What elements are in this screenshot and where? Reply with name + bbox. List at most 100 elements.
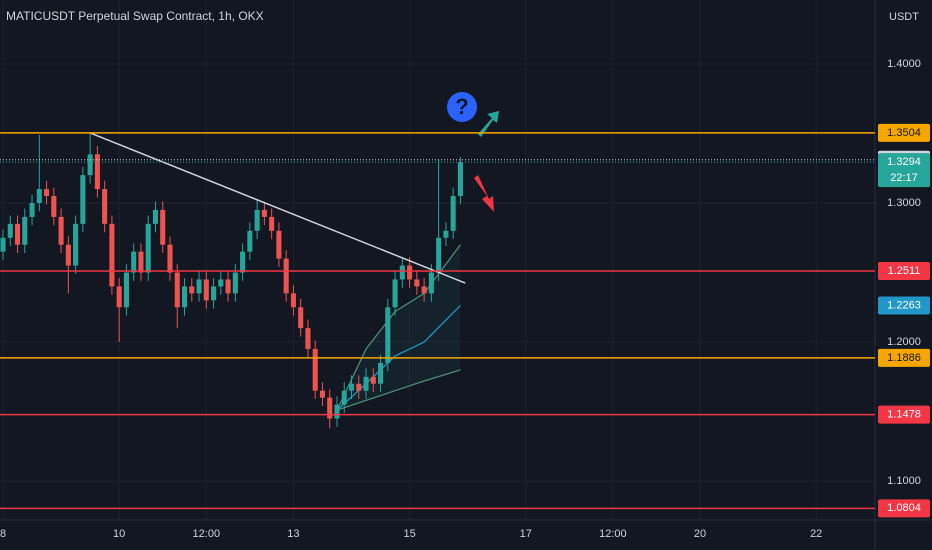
level-label-box bbox=[878, 153, 930, 188]
candle-body bbox=[240, 251, 246, 273]
candle-body bbox=[305, 328, 311, 349]
candle-body bbox=[247, 230, 253, 252]
candle-body bbox=[254, 209, 260, 231]
band-line bbox=[336, 369, 461, 411]
candle-body bbox=[109, 223, 115, 287]
candle-body bbox=[36, 189, 42, 203]
x-tick-label: 12:00 bbox=[599, 528, 627, 540]
trendline bbox=[89, 132, 466, 284]
candle-body bbox=[378, 362, 384, 384]
x-tick-label: 22 bbox=[810, 528, 822, 540]
candle-body bbox=[225, 279, 231, 294]
candle-body bbox=[399, 265, 405, 280]
candle-body bbox=[102, 189, 108, 224]
candle-body bbox=[436, 237, 442, 273]
level-label: 1.1478 bbox=[887, 409, 921, 421]
candle-body bbox=[145, 223, 151, 273]
candle-body bbox=[87, 154, 93, 176]
level-label-box bbox=[878, 348, 930, 367]
chart-title: MATICUSDT Perpetual Swap Contract, 1h, O… bbox=[6, 9, 264, 23]
y-tick-label: 1.4000 bbox=[887, 58, 921, 70]
candle-body bbox=[196, 279, 202, 294]
candle-body bbox=[7, 223, 13, 238]
candle-body bbox=[298, 307, 304, 329]
candle-body bbox=[174, 272, 180, 308]
candle-body bbox=[443, 230, 449, 238]
candle-body bbox=[58, 216, 64, 245]
level-label-box bbox=[878, 296, 930, 315]
candle-body bbox=[276, 230, 282, 259]
level-label-box bbox=[878, 261, 930, 280]
x-tick-label: 13 bbox=[287, 528, 299, 540]
candle-body bbox=[334, 404, 340, 419]
x-tick-label: 15 bbox=[403, 528, 415, 540]
level-label-box bbox=[878, 123, 930, 142]
candle-body bbox=[152, 209, 159, 224]
candle-body bbox=[0, 237, 6, 252]
candle-body bbox=[421, 286, 427, 294]
candle-body bbox=[123, 272, 129, 308]
candle-body bbox=[348, 383, 355, 391]
candle-body bbox=[261, 209, 267, 217]
candle-body bbox=[363, 376, 369, 391]
candle-body bbox=[218, 279, 224, 287]
candle-body bbox=[283, 258, 289, 294]
candle-body bbox=[341, 390, 347, 405]
candle-body bbox=[457, 162, 463, 197]
level-label: 1.2511 bbox=[888, 265, 921, 277]
level-label: 1.1886 bbox=[887, 352, 921, 364]
up-arrow bbox=[478, 111, 499, 137]
candle-body bbox=[65, 244, 71, 266]
candle-body bbox=[385, 307, 391, 363]
candle-body bbox=[167, 244, 173, 273]
candle-body bbox=[327, 397, 333, 419]
level-label-box bbox=[878, 405, 930, 424]
level-label-box bbox=[878, 499, 930, 518]
countdown-label: 22:17 bbox=[890, 172, 918, 184]
candle-body bbox=[290, 293, 296, 308]
y-tick-label: 1.1000 bbox=[887, 475, 921, 487]
question-icon bbox=[447, 92, 477, 122]
candle-body bbox=[414, 279, 420, 287]
candle-body bbox=[428, 272, 434, 294]
candle-body bbox=[232, 272, 238, 294]
candle-body bbox=[370, 376, 376, 384]
candle-body bbox=[203, 279, 209, 301]
candle-body bbox=[138, 251, 144, 273]
candle-body bbox=[160, 209, 166, 245]
level-label: 1.2263 bbox=[887, 299, 921, 311]
candle-body bbox=[356, 383, 362, 391]
candle-body bbox=[211, 286, 217, 301]
candle-body bbox=[29, 202, 35, 217]
candle-body bbox=[312, 348, 318, 391]
candle-body bbox=[22, 216, 28, 245]
x-tick-label: 17 bbox=[520, 528, 532, 540]
level-label: 1.3294 bbox=[887, 156, 921, 168]
level-label: 1.0804 bbox=[887, 502, 921, 514]
x-tick-label: 10 bbox=[113, 528, 125, 540]
currency-label: USDT bbox=[889, 11, 919, 23]
candle-body bbox=[116, 286, 122, 308]
candle-body bbox=[189, 286, 195, 294]
candle-body bbox=[80, 175, 86, 224]
y-tick-label: 1.2000 bbox=[887, 336, 921, 348]
candle-body bbox=[131, 251, 137, 273]
candle-body bbox=[450, 196, 456, 231]
candle-body bbox=[44, 189, 50, 197]
candle-body bbox=[181, 286, 188, 308]
candle-body bbox=[407, 265, 413, 280]
candle-body bbox=[14, 223, 21, 245]
band-line bbox=[336, 305, 461, 411]
down-arrow bbox=[474, 175, 494, 212]
candle-body bbox=[269, 216, 275, 231]
x-tick-label: 20 bbox=[694, 528, 706, 540]
candle-body bbox=[73, 223, 79, 266]
question-icon-glyph: ? bbox=[455, 94, 468, 119]
x-tick-label: 12:00 bbox=[193, 528, 221, 540]
candle-body bbox=[51, 196, 57, 217]
level-label: 1.3504 bbox=[887, 127, 921, 139]
x-tick-label: 8 bbox=[0, 528, 6, 540]
y-tick-label: 1.3000 bbox=[887, 197, 921, 209]
